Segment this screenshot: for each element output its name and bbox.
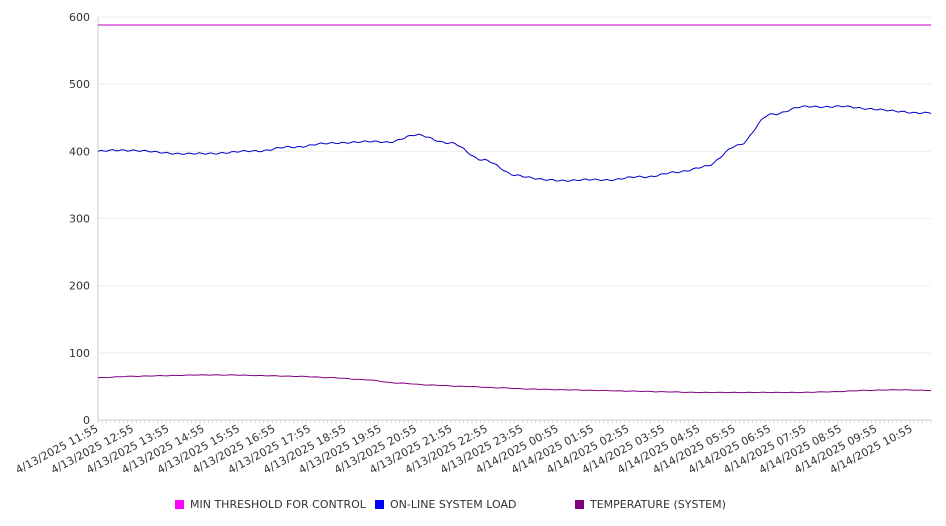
y-tick-label-300: 300 bbox=[69, 213, 90, 226]
x-axis-ticks: 4/13/2025 11:554/13/2025 12:554/13/2025 … bbox=[13, 422, 914, 476]
y-tick-label-400: 400 bbox=[69, 145, 90, 158]
y-tick-label-600: 600 bbox=[69, 11, 90, 24]
legend-label-temperature: TEMPERATURE (SYSTEM) bbox=[590, 498, 726, 511]
y-tick-label-0: 0 bbox=[83, 414, 90, 427]
legend-swatch-online-load bbox=[375, 500, 384, 509]
y-tick-label-500: 500 bbox=[69, 78, 90, 91]
legend: MIN THRESHOLD FOR CONTROL ON-LINE SYSTEM… bbox=[0, 498, 946, 514]
y-axis-ticks: 0 100 200 300 400 500 600 bbox=[69, 11, 90, 427]
legend-item-online-load[interactable]: ON-LINE SYSTEM LOAD bbox=[375, 498, 516, 511]
legend-swatch-min-threshold bbox=[175, 500, 184, 509]
legend-item-temperature[interactable]: TEMPERATURE (SYSTEM) bbox=[575, 498, 726, 511]
y-tick-label-200: 200 bbox=[69, 280, 90, 293]
legend-label-online-load: ON-LINE SYSTEM LOAD bbox=[390, 498, 517, 511]
legend-swatch-temperature bbox=[575, 500, 584, 509]
series-lines bbox=[97, 24, 932, 394]
legend-item-min-threshold[interactable]: MIN THRESHOLD FOR CONTROL bbox=[175, 498, 366, 511]
grid-lines bbox=[98, 16, 931, 354]
axes bbox=[97, 17, 932, 423]
series-line-on-line-system-load bbox=[97, 105, 932, 182]
legend-label-min-threshold: MIN THRESHOLD FOR CONTROL bbox=[190, 498, 366, 511]
series-line-temperature-system bbox=[97, 374, 932, 394]
y-tick-label-100: 100 bbox=[69, 347, 90, 360]
